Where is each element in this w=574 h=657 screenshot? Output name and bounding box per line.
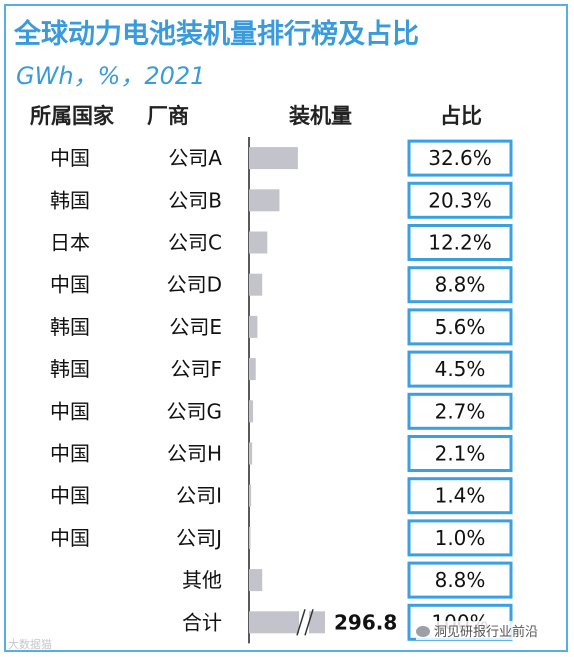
share-label: 1.0% [435, 526, 486, 550]
country-label: 日本 [50, 231, 90, 255]
column-header-country: 所属国家 [30, 104, 114, 128]
share-label: 8.8% [435, 273, 486, 297]
country-label: 中国 [50, 146, 90, 170]
bar [249, 147, 298, 170]
wechat-watermark: 洞见研报行业前沿 [416, 621, 539, 640]
share-box [407, 519, 513, 557]
wechat-watermark-text: 洞见研报行业前沿 [434, 625, 539, 640]
country-label: 韩国 [50, 315, 90, 339]
share-label: 1.4% [435, 484, 486, 508]
company-label: 合计 [182, 610, 222, 634]
company-label: 公司H [167, 442, 222, 466]
column-header-company: 厂商 [147, 104, 189, 128]
source-watermark: 大数据猫 [8, 638, 52, 651]
wechat-icon [416, 626, 430, 637]
company-label: 公司I [176, 484, 222, 508]
bar-break-mark [296, 609, 306, 636]
share-box [407, 350, 513, 388]
country-label: 中国 [50, 484, 90, 508]
company-label: 公司E [169, 315, 222, 339]
share-label: 8.8% [435, 568, 486, 592]
share-box [407, 181, 513, 219]
country-label: 韩国 [50, 188, 90, 212]
country-label: 中国 [50, 526, 90, 550]
bar [249, 189, 280, 212]
share-box [407, 266, 513, 304]
bar [249, 526, 251, 549]
share-box [407, 139, 513, 177]
bar-total [249, 611, 325, 634]
bar [249, 231, 268, 254]
bar [249, 442, 253, 465]
share-label: 4.5% [435, 357, 486, 381]
share-label: 2.1% [435, 442, 486, 466]
company-label: 公司F [170, 357, 222, 381]
country-label: 韩国 [50, 357, 90, 381]
company-label: 公司G [167, 399, 223, 423]
share-box [407, 561, 513, 599]
bar [249, 358, 256, 381]
company-label: 公司J [176, 526, 222, 550]
share-box [407, 308, 513, 346]
bar [249, 484, 252, 507]
bar [249, 315, 258, 338]
company-label: 公司C [168, 231, 222, 255]
share-box [407, 435, 513, 472]
share-label: 2.7% [435, 399, 486, 423]
country-label: 中国 [50, 442, 90, 466]
company-label: 公司D [167, 273, 222, 297]
share-box [407, 224, 513, 261]
column-header-share: 占比 [440, 104, 482, 128]
share-label: 20.3% [428, 188, 492, 212]
column-header-volume: 装机量 [289, 104, 352, 128]
country-label: 中国 [50, 399, 90, 423]
company-label: 公司A [168, 146, 222, 170]
bar [249, 569, 263, 592]
company-label: 公司B [168, 188, 222, 212]
bar [249, 400, 254, 423]
share-box [407, 477, 513, 515]
total-value-label: 296.8 [334, 610, 397, 634]
country-label: 中国 [50, 273, 90, 297]
share-label: 12.2% [428, 231, 492, 255]
chart-subtitle: GWh，%，2021 [16, 62, 206, 90]
share-label: 5.6% [435, 315, 486, 339]
bar-break-mark [304, 609, 314, 636]
bar-break-gap [299, 607, 309, 638]
chart-frame [4, 4, 568, 652]
bar [249, 273, 263, 296]
company-label: 其他 [182, 568, 222, 592]
share-box [407, 392, 513, 430]
chart-title: 全球动力电池装机量排行榜及占比 [14, 19, 419, 50]
share-label: 32.6% [428, 146, 492, 170]
